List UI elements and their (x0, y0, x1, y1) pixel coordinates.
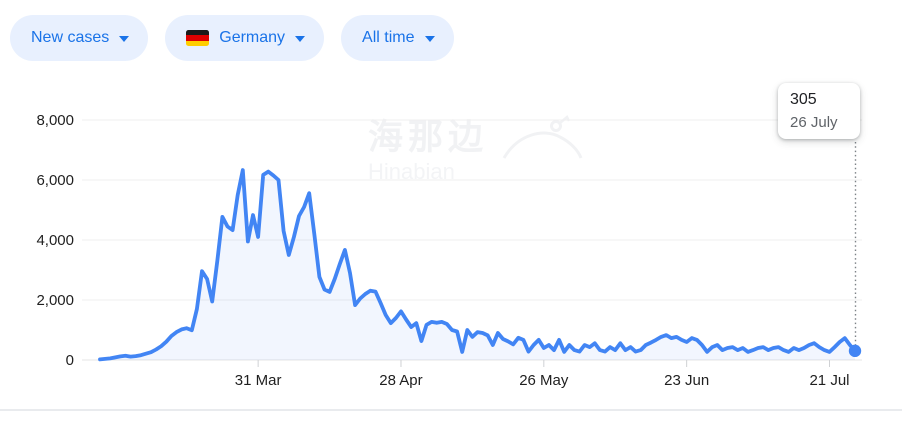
x-axis-label: 26 May (519, 372, 569, 389)
x-axis-labels: 31 Mar 28 Apr 26 May 23 Jun 21 Jul (235, 360, 850, 389)
chevron-down-icon (424, 36, 435, 42)
highlighted-point-dot[interactable] (848, 344, 862, 358)
chevron-down-icon (295, 36, 306, 42)
x-axis-label: 31 Mar (235, 372, 282, 389)
y-axis-label: 6,000 (36, 172, 74, 189)
metric-dropdown-label: New cases (31, 29, 110, 46)
tooltip: 305 26 July (778, 83, 860, 139)
y-axis-label: 2,000 (36, 292, 74, 309)
y-axis-label: 8,000 (36, 112, 74, 129)
country-dropdown[interactable]: Germany (165, 15, 325, 61)
x-axis-label: 28 Apr (379, 372, 422, 389)
x-axis-label: 21 Jul (809, 372, 849, 389)
time-range-dropdown-label: All time (362, 29, 415, 46)
y-axis-labels: 0 2,000 4,000 6,000 8,000 (36, 112, 74, 369)
tooltip-value: 305 (790, 91, 817, 108)
chart-area[interactable]: 0 2,000 4,000 6,000 8,000 31 Mar 28 Apr 26 May 2… (0, 62, 902, 402)
metric-dropdown[interactable]: New cases (10, 15, 149, 61)
bottom-divider (0, 409, 902, 411)
series-area-fill (100, 170, 855, 360)
series-line (98, 168, 857, 362)
germany-flag-icon (186, 30, 210, 46)
filter-bar: New cases Germany All time (10, 15, 454, 61)
chevron-down-icon (119, 36, 130, 42)
y-axis-label: 0 (66, 352, 74, 369)
x-axis-label: 23 Jun (664, 372, 709, 389)
y-axis-label: 4,000 (36, 232, 74, 249)
tooltip-date: 26 July (790, 114, 838, 131)
time-range-dropdown[interactable]: All time (341, 15, 454, 61)
country-dropdown-label: Germany (219, 29, 286, 46)
